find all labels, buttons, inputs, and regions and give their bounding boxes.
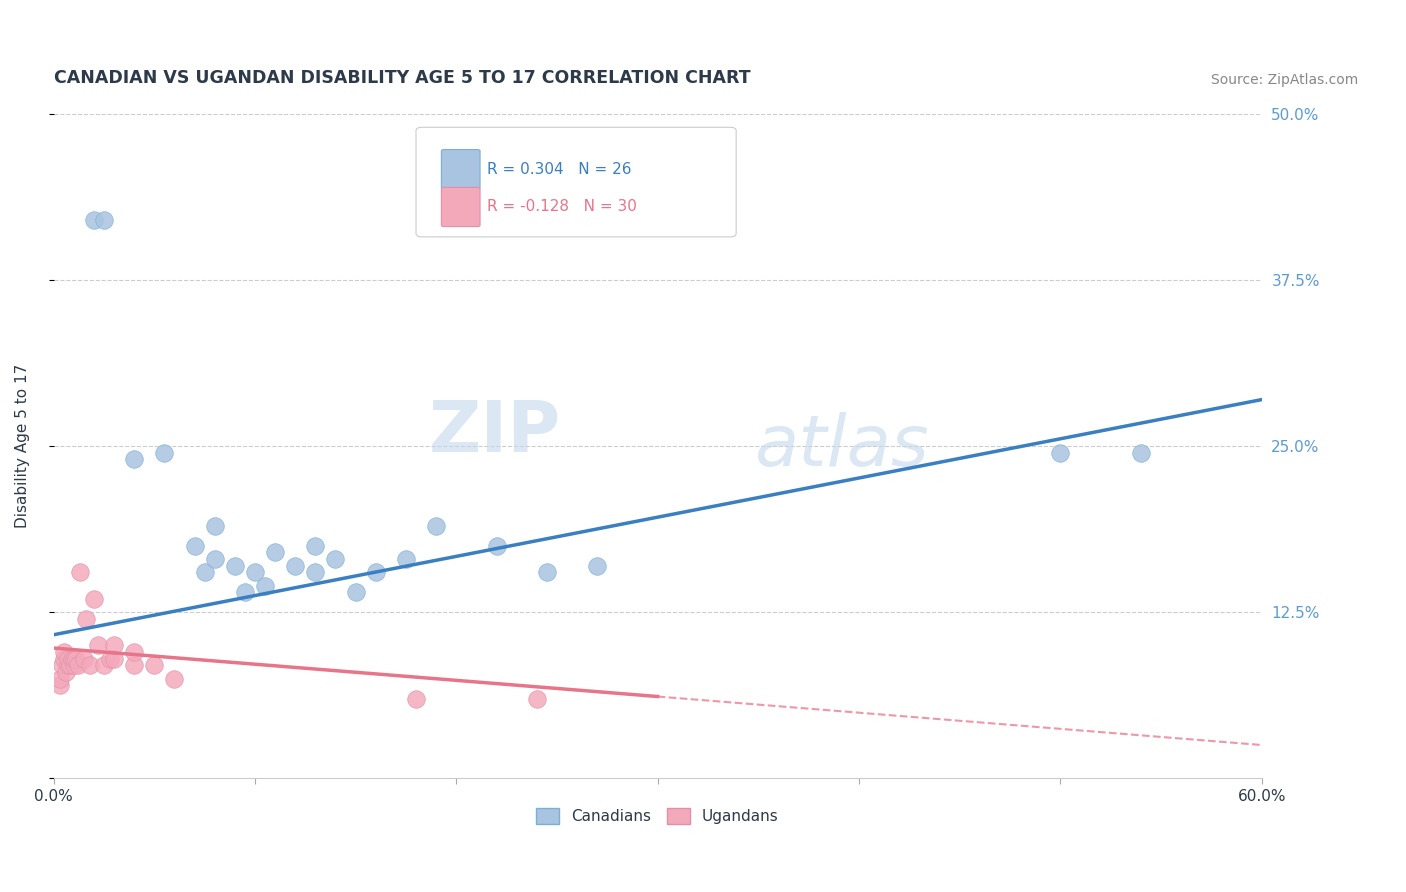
Point	[75, 612, 97, 626]
Point	[264, 545, 287, 559]
Text: ZIP: ZIP	[429, 399, 561, 467]
Point	[83, 591, 105, 606]
Point	[485, 539, 508, 553]
Point	[526, 691, 548, 706]
Point	[48, 678, 70, 692]
Point	[325, 552, 347, 566]
Point	[87, 639, 110, 653]
Point	[73, 651, 96, 665]
Point	[103, 639, 125, 653]
Point	[62, 658, 84, 673]
Point	[143, 658, 166, 673]
FancyBboxPatch shape	[441, 150, 479, 189]
Point	[59, 658, 82, 673]
Point	[79, 658, 101, 673]
Point	[194, 566, 217, 580]
Point	[364, 566, 387, 580]
Point	[253, 578, 276, 592]
Point	[51, 658, 73, 673]
Point	[93, 658, 115, 673]
Text: atlas: atlas	[754, 411, 929, 481]
Point	[48, 672, 70, 686]
Point	[52, 651, 75, 665]
Point	[122, 658, 145, 673]
Point	[183, 539, 205, 553]
Point	[204, 552, 226, 566]
Text: Source: ZipAtlas.com: Source: ZipAtlas.com	[1211, 73, 1358, 87]
Point	[83, 213, 105, 227]
FancyBboxPatch shape	[441, 187, 479, 227]
Point	[122, 452, 145, 467]
Point	[93, 213, 115, 227]
Point	[344, 585, 367, 599]
Point	[69, 566, 91, 580]
Point	[586, 558, 609, 573]
Point	[304, 566, 326, 580]
Point	[284, 558, 307, 573]
Point	[56, 651, 79, 665]
Point	[163, 672, 186, 686]
Point	[56, 658, 79, 673]
Point	[55, 665, 77, 679]
Text: R = -0.128   N = 30: R = -0.128 N = 30	[488, 200, 637, 214]
Point	[243, 566, 266, 580]
Point	[204, 518, 226, 533]
Y-axis label: Disability Age 5 to 17: Disability Age 5 to 17	[15, 364, 30, 528]
Point	[122, 645, 145, 659]
Point	[425, 518, 447, 533]
FancyBboxPatch shape	[416, 128, 737, 237]
Text: R = 0.304   N = 26: R = 0.304 N = 26	[488, 161, 631, 177]
Legend: Canadians, Ugandans: Canadians, Ugandans	[530, 802, 785, 830]
Point	[536, 566, 558, 580]
Point	[65, 651, 87, 665]
Point	[405, 691, 427, 706]
Point	[153, 446, 176, 460]
Point	[233, 585, 256, 599]
Point	[60, 651, 83, 665]
Point	[224, 558, 246, 573]
Point	[1129, 446, 1152, 460]
Text: CANADIAN VS UGANDAN DISABILITY AGE 5 TO 17 CORRELATION CHART: CANADIAN VS UGANDAN DISABILITY AGE 5 TO …	[53, 70, 751, 87]
Point	[66, 658, 89, 673]
Point	[62, 651, 84, 665]
Point	[395, 552, 418, 566]
Point	[98, 651, 121, 665]
Point	[304, 539, 326, 553]
Point	[1049, 446, 1071, 460]
Point	[103, 651, 125, 665]
Point	[52, 645, 75, 659]
